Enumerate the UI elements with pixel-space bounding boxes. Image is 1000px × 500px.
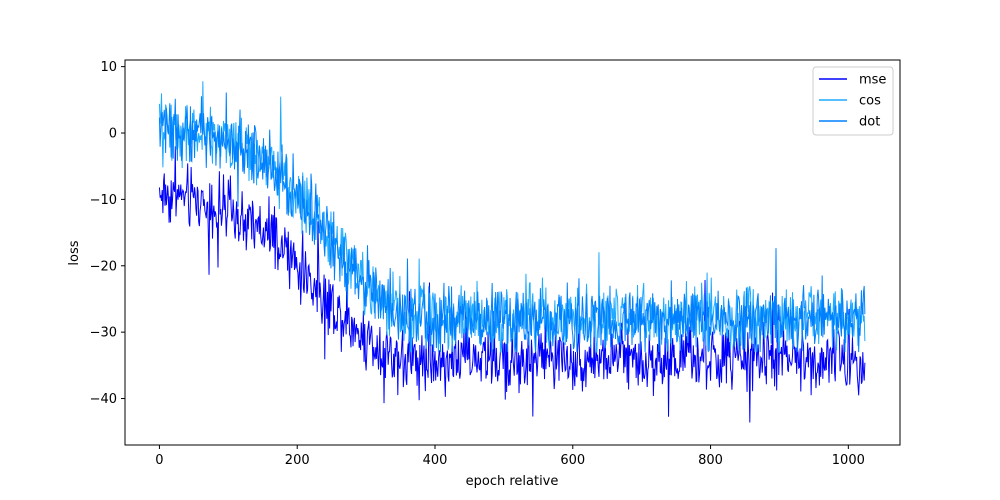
legend-label-mse: mse: [859, 73, 886, 88]
x-axis-label: epoch relative: [466, 474, 559, 489]
series-line-dot: [158, 92, 866, 353]
legend-label-dot: dot: [859, 115, 880, 130]
x-axis: 0 200 400 600 800 1000: [155, 445, 865, 468]
x-tick-label: 0: [155, 453, 163, 468]
legend-box: [812, 66, 894, 136]
y-axis-label: loss: [67, 240, 82, 265]
y-tick-label: −30: [90, 326, 117, 341]
legend: mse cos dot: [812, 66, 894, 136]
x-tick-label: 600: [560, 453, 585, 468]
y-tick-label: −20: [90, 259, 117, 274]
x-tick-label: 200: [285, 453, 310, 468]
x-tick-label: 1000: [832, 453, 865, 468]
y-tick-label: 10: [100, 60, 117, 75]
y-tick-label: −40: [90, 392, 117, 407]
legend-label-cos: cos: [859, 94, 881, 109]
series-layer: [158, 81, 866, 423]
y-axis: 10 0 −10 −20 −30 −40: [90, 60, 125, 407]
x-tick-label: 800: [698, 453, 723, 468]
x-tick-label: 400: [423, 453, 448, 468]
plot-frame: [124, 59, 901, 446]
y-tick-label: 0: [109, 127, 117, 142]
y-tick-label: −10: [90, 193, 117, 208]
